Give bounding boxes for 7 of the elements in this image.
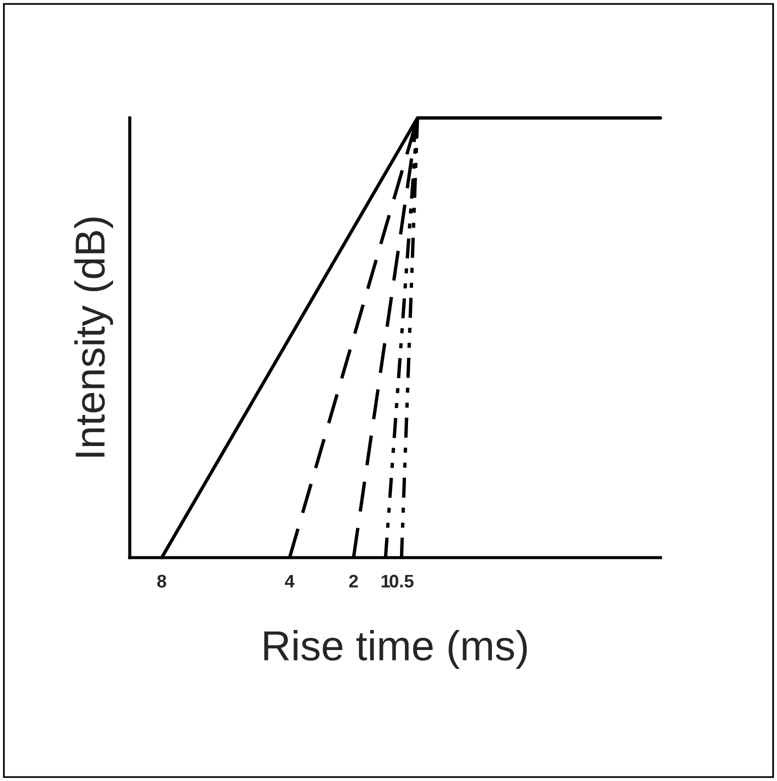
y-axis-title: Intensity (dB)	[74, 218, 114, 457]
x-tick-label: 1	[382, 574, 390, 588]
x-tick-label: 4	[284, 574, 295, 588]
x-tick-label: 2	[349, 574, 358, 588]
x-tick-label: 8	[157, 574, 166, 588]
x-tick-label: 0.5	[390, 574, 414, 588]
x-axis-title: Rise time (ms)	[264, 630, 527, 669]
